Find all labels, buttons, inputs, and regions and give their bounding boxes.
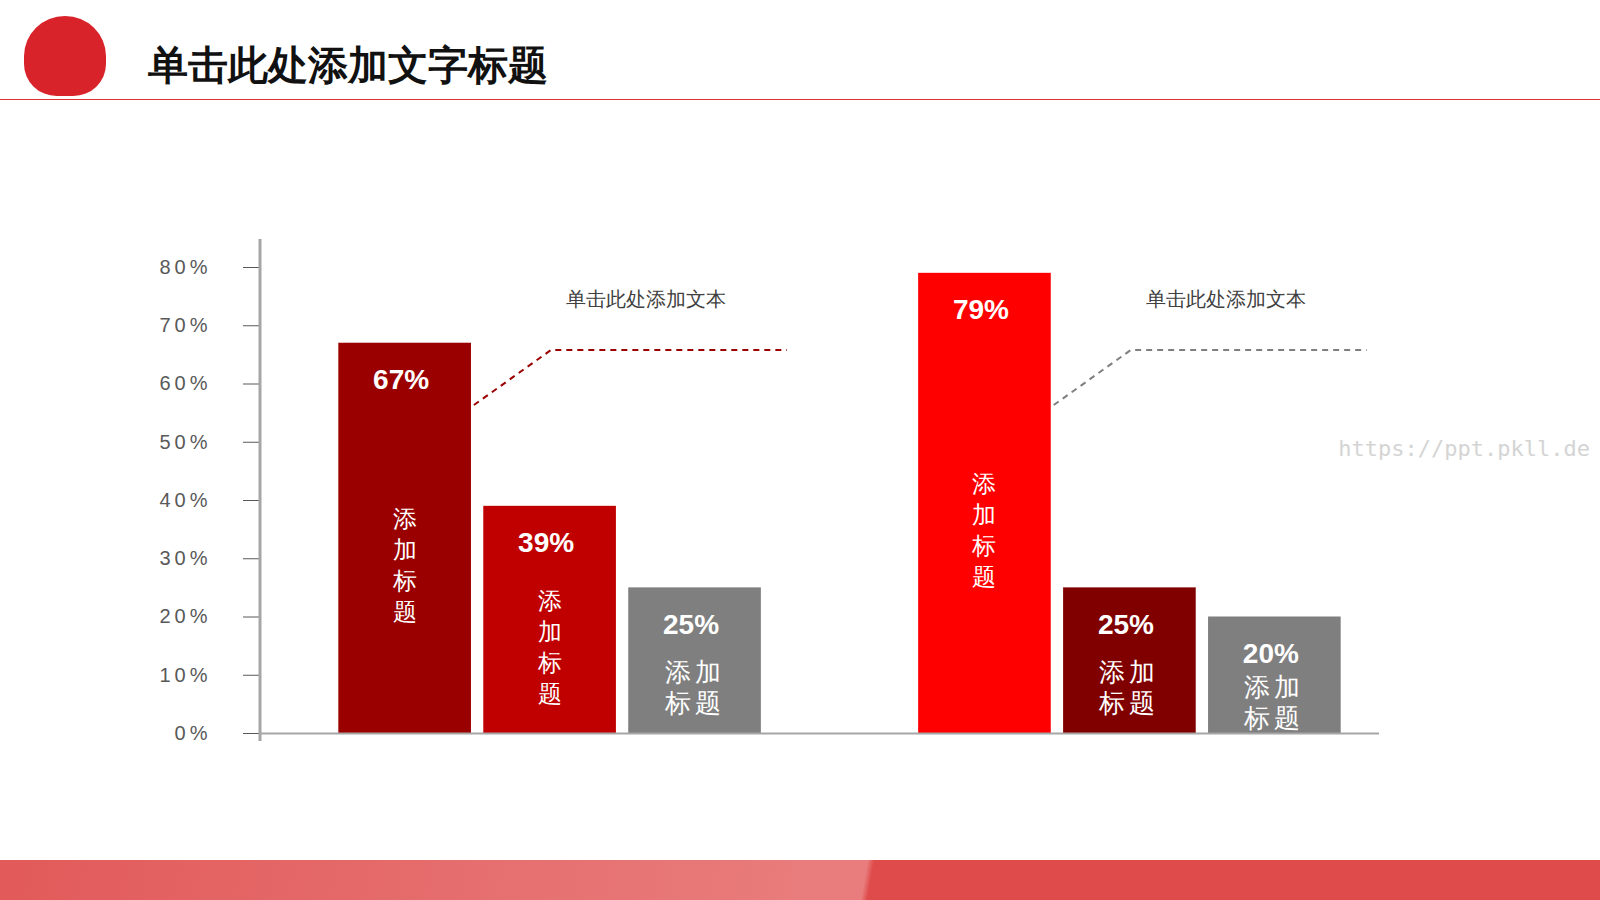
- svg-text:60%: 60%: [159, 372, 211, 394]
- svg-text:添加标题: 添加标题: [1098, 657, 1159, 718]
- svg-text:70%: 70%: [159, 314, 211, 336]
- svg-text:79%: 79%: [953, 294, 1009, 325]
- svg-text:40%: 40%: [159, 489, 211, 511]
- html-text:https://ppt.pkll.de: https://ppt.pkll.de: [1338, 436, 1590, 461]
- svg-text:80%: 80%: [159, 256, 211, 278]
- svg-text:39%: 39%: [518, 527, 574, 558]
- svg-text:50%: 50%: [159, 431, 211, 453]
- svg-text:25%: 25%: [1098, 609, 1154, 640]
- svg-text:25%: 25%: [663, 609, 719, 640]
- svg-text:30%: 30%: [159, 547, 211, 569]
- svg-text:添加标题: 添加标题: [971, 470, 996, 590]
- svg-text:20%: 20%: [1243, 638, 1299, 669]
- svg-text:单击此处添加文本: 单击此处添加文本: [566, 288, 726, 310]
- svg-text:添加标题: 添加标题: [1243, 672, 1304, 733]
- svg-text:20%: 20%: [159, 605, 211, 627]
- svg-text:单击此处添加文本: 单击此处添加文本: [1146, 288, 1306, 310]
- html-text:单击此处添加文字标题: 单击此处添加文字标题: [148, 43, 548, 87]
- svg-text:添加标题: 添加标题: [664, 657, 725, 718]
- svg-text:67%: 67%: [373, 364, 429, 395]
- svg-text:10%: 10%: [159, 664, 211, 686]
- svg-text:添加标题: 添加标题: [392, 505, 417, 625]
- svg-text:0%: 0%: [175, 722, 212, 744]
- svg-text:添加标题: 添加标题: [537, 587, 562, 707]
